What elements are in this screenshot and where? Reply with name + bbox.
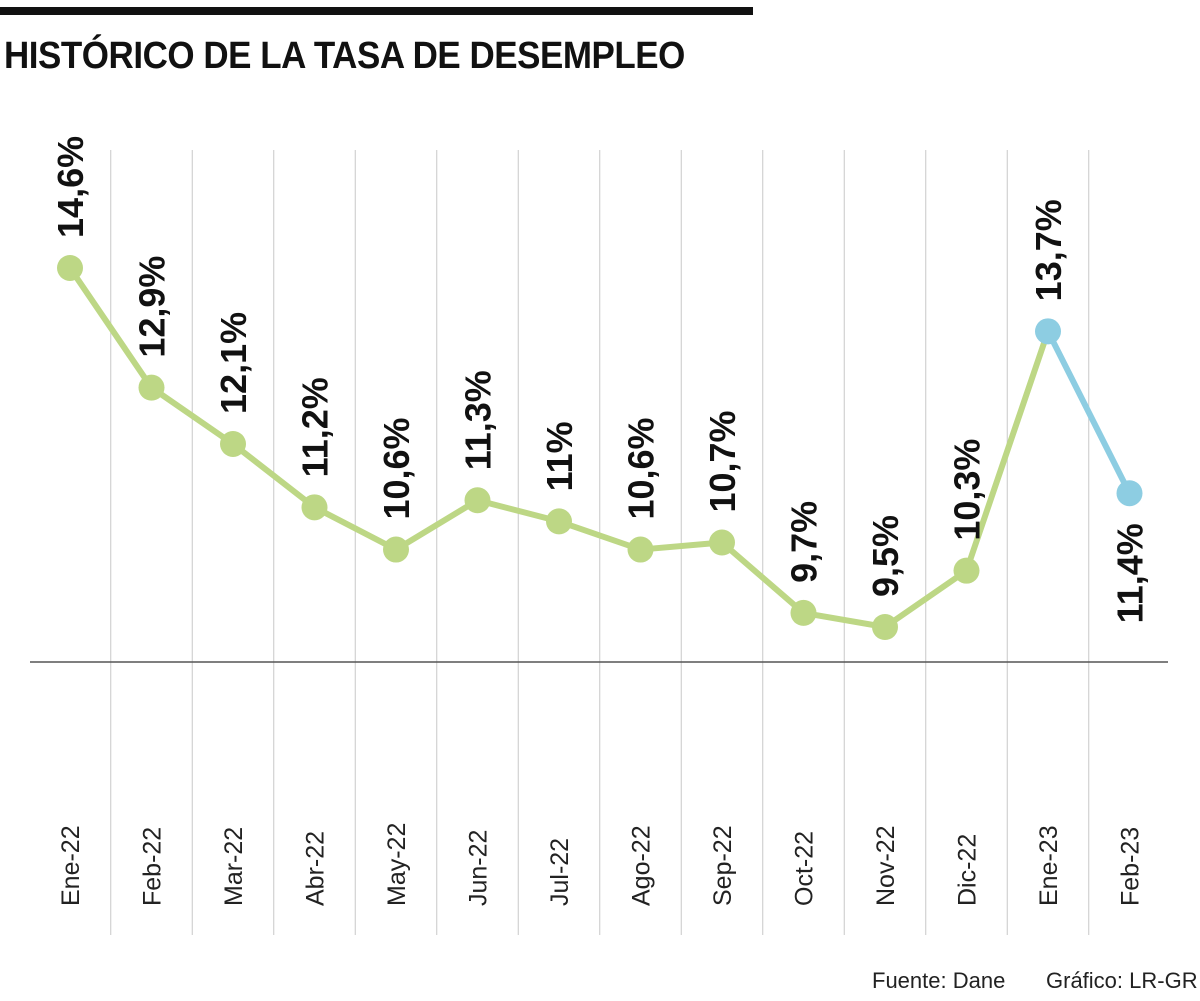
data-label: 14,6% [50, 136, 91, 238]
grid-lines [110, 150, 1090, 935]
data-label: 13,7% [1028, 199, 1069, 301]
x-tick-labels: Ene-22 Feb-22 Mar-22 Abr-22 May-22 Jun-22 Jul-… [57, 823, 1145, 906]
data-label: 12,1% [213, 312, 254, 414]
data-label: 10,6% [621, 417, 662, 519]
data-labels: 14,6% 12,9% 12,1% 11,2% 10,6% 11,3% 11% 10,6% 10… [50, 136, 1151, 623]
data-point [546, 508, 572, 535]
data-point [627, 536, 654, 563]
data-point [953, 557, 980, 584]
x-tick-label: Feb-22 [139, 827, 167, 906]
data-label: 9,5% [865, 515, 906, 597]
data-label: 11% [539, 421, 580, 491]
data-label: 11,4% [1110, 523, 1151, 623]
x-tick-label: Ago-22 [628, 825, 656, 906]
data-point [57, 254, 83, 281]
data-label: 11,2% [295, 377, 336, 477]
x-tick-label: Jun-22 [465, 830, 493, 906]
x-tick-label: Sep-22 [709, 825, 737, 906]
data-label: 9,7% [784, 501, 825, 583]
data-point [138, 374, 165, 401]
x-tick-label: Dic-22 [954, 834, 982, 906]
x-tick-label: Mar-22 [220, 827, 248, 906]
data-points [57, 254, 1143, 640]
data-point [301, 494, 328, 521]
data-point [383, 536, 409, 563]
x-tick-label: Feb-23 [1117, 827, 1145, 906]
data-label: 11,3% [458, 370, 499, 470]
data-point [790, 599, 817, 626]
x-tick-label: Ene-22 [57, 825, 85, 906]
data-label: 10,3% [947, 439, 988, 541]
data-label: 10,6% [376, 417, 417, 519]
data-point [709, 529, 735, 556]
chart-title: HISTÓRICO DE LA TASA DE DESEMPLEO [4, 35, 685, 77]
data-label: 12,9% [132, 256, 173, 358]
x-tick-label: Nov-22 [872, 825, 900, 906]
top-rule [0, 7, 753, 15]
data-point [220, 430, 246, 457]
data-label: 10,7% [702, 410, 743, 512]
data-point [1116, 480, 1143, 507]
x-tick-label: Ene-23 [1035, 825, 1063, 906]
x-tick-label: May-22 [383, 823, 411, 906]
data-point [1035, 318, 1061, 345]
source-credit: Fuente: Dane [872, 968, 1006, 993]
graphic-credit: Gráfico: LR-GR [1046, 968, 1198, 993]
series-line [1045, 328, 1133, 497]
x-tick-label: Oct-22 [791, 831, 819, 906]
x-tick-label: Jul-22 [546, 838, 574, 906]
data-point [464, 487, 491, 514]
x-tick-label: Abr-22 [302, 831, 330, 906]
data-point [872, 614, 898, 640]
